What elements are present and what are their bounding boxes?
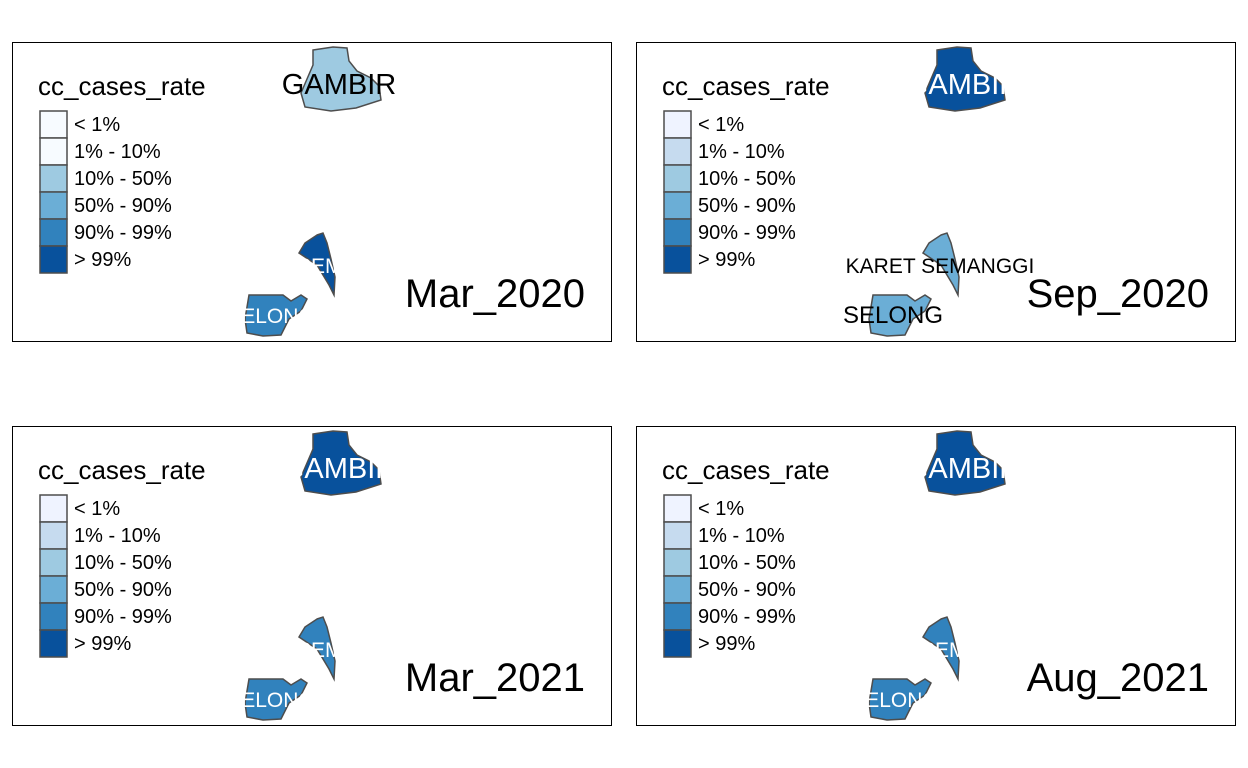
legend-label: < 1% (74, 498, 120, 520)
gambir-label: GAMBIR (906, 69, 1020, 101)
legend-label: 90% - 99% (74, 222, 172, 244)
legend-title: cc_cases_rate (38, 455, 206, 485)
legend-swatch (39, 575, 68, 604)
map-panel-mar-2021: GAMBIR SEM SELONG cc_cases_rate < 1% 1% -… (12, 426, 612, 726)
selong-region (244, 294, 308, 337)
map-svg: GAMBIR SEM SELONG cc_cases_rate < 1% 1% -… (38, 430, 585, 721)
legend-swatch (39, 602, 68, 631)
legend-swatch (39, 245, 68, 274)
legend-swatch (663, 629, 692, 658)
map-panel-aug-2021: GAMBIR SEM SELONG cc_cases_rate < 1% 1% -… (636, 426, 1236, 726)
legend-swatch (39, 191, 68, 220)
legend-label: 90% - 99% (698, 222, 796, 244)
gambir-label: GAMBIR (282, 69, 396, 101)
gambir-region (300, 430, 382, 496)
legend-title: cc_cases_rate (662, 455, 830, 485)
legend-label: 10% - 50% (74, 168, 172, 190)
gambir-label: GAMBIR (906, 453, 1020, 485)
legend-title: cc_cases_rate (38, 71, 206, 101)
legend-swatch (663, 575, 692, 604)
legend-label: 10% - 50% (698, 552, 796, 574)
legend-label: < 1% (698, 498, 744, 520)
legend-swatch (663, 494, 692, 523)
legend-swatch (663, 164, 692, 193)
gambir-region (924, 46, 1006, 112)
legend-swatch (663, 521, 692, 550)
semanggi-region (297, 616, 336, 682)
semanggi-label: SEM (297, 255, 343, 278)
legend-swatch (663, 191, 692, 220)
legend-label: 1% - 10% (698, 525, 785, 547)
legend-swatch (39, 137, 68, 166)
semanggi-region (921, 616, 960, 682)
legend-swatch (663, 548, 692, 577)
legend-label: 50% - 90% (698, 579, 796, 601)
gambir-label: GAMBIR (282, 453, 396, 485)
legend-label: > 99% (698, 633, 755, 655)
period-label: Aug_2021 (1027, 656, 1209, 700)
legend-label: 50% - 90% (74, 195, 172, 217)
legend-swatch (39, 494, 68, 523)
legend-swatch (39, 629, 68, 658)
map-svg: GAMBIR SEM SELONG cc_cases_rate < 1% 1% -… (662, 430, 1209, 721)
legend-label: > 99% (74, 633, 131, 655)
legend-label: 90% - 99% (74, 606, 172, 628)
legend-swatch (39, 218, 68, 247)
legend-swatch (663, 218, 692, 247)
legend: < 1% 1% - 10% 10% - 50% 50% - 90% 90% - 99% >… (663, 494, 796, 658)
legend-label: > 99% (74, 249, 131, 271)
gambir-region (924, 430, 1006, 496)
legend-label: 10% - 50% (698, 168, 796, 190)
legend-label: 50% - 90% (74, 579, 172, 601)
period-label: Sep_2020 (1027, 272, 1209, 316)
legend-label: < 1% (74, 114, 120, 136)
selong-region (244, 678, 308, 721)
semanggi-region (297, 232, 336, 298)
selong-region (868, 678, 932, 721)
period-label: Mar_2021 (405, 656, 585, 700)
legend-swatch (39, 548, 68, 577)
map-panel-sep-2020: GAMBIR KARET SEMANGGI SELONG cc_cases_ra… (636, 42, 1236, 342)
semanggi-label: SEM (297, 639, 343, 662)
legend-swatch (663, 110, 692, 139)
selong-label: SELONG (851, 689, 939, 712)
legend-label: 50% - 90% (698, 195, 796, 217)
legend-swatch (663, 602, 692, 631)
legend: < 1% 1% - 10% 10% - 50% 50% - 90% 90% - 99% >… (39, 110, 172, 274)
map-svg: GAMBIR SEM SELONG cc_cases_rate < 1% 1% -… (38, 46, 585, 337)
legend-swatch (39, 110, 68, 139)
legend-label: 1% - 10% (74, 525, 161, 547)
legend: < 1% 1% - 10% 10% - 50% 50% - 90% 90% - 99% >… (663, 110, 796, 274)
semanggi-label: KARET SEMANGGI (846, 255, 1035, 278)
legend: < 1% 1% - 10% 10% - 50% 50% - 90% 90% - 99% >… (39, 494, 172, 658)
legend-label: > 99% (698, 249, 755, 271)
legend-title: cc_cases_rate (662, 71, 830, 101)
legend-label: 10% - 50% (74, 552, 172, 574)
selong-region (868, 294, 932, 337)
legend-swatch (39, 164, 68, 193)
map-panel-mar-2020: GAMBIR SEM SELONG cc_cases_rate < 1% 1% -… (12, 42, 612, 342)
selong-label: SELONG (843, 302, 943, 329)
semanggi-label: SEM (921, 639, 967, 662)
legend-swatch (39, 521, 68, 550)
legend-label: 1% - 10% (698, 141, 785, 163)
map-svg: GAMBIR KARET SEMANGGI SELONG cc_cases_ra… (662, 46, 1209, 337)
selong-label: SELONG (227, 305, 315, 328)
legend-label: < 1% (698, 114, 744, 136)
gambir-region (300, 46, 382, 112)
period-label: Mar_2020 (405, 272, 585, 316)
legend-swatch (663, 245, 692, 274)
legend-swatch (663, 137, 692, 166)
legend-label: 90% - 99% (698, 606, 796, 628)
selong-label: SELONG (227, 689, 315, 712)
legend-label: 1% - 10% (74, 141, 161, 163)
semanggi-region (921, 232, 960, 298)
